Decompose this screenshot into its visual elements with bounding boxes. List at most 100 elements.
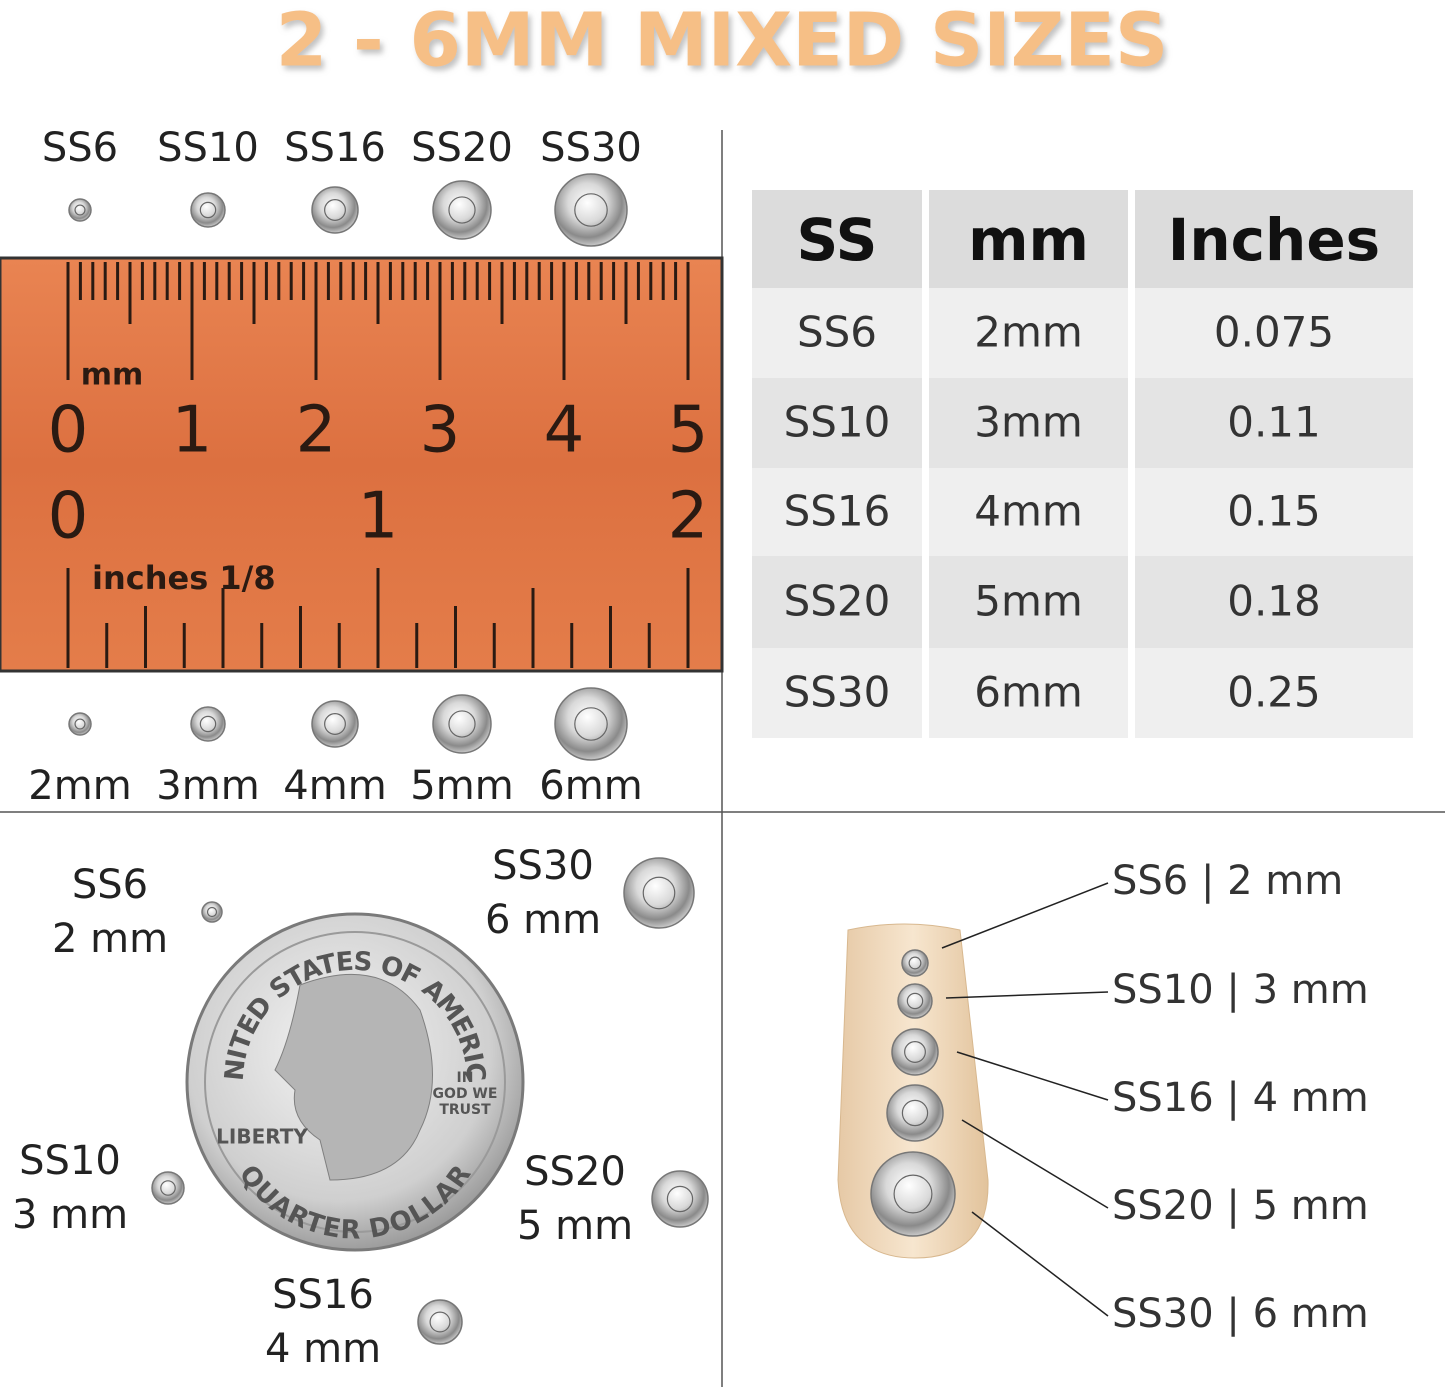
size-label: 2 mm	[52, 916, 168, 962]
rhinestone	[190, 192, 226, 228]
table-cell	[1135, 648, 1413, 738]
rhinestone-facet	[199, 201, 217, 219]
coin-inscription: IN	[457, 1070, 474, 1086]
ruler-number: 0	[48, 394, 89, 468]
table-cell	[752, 556, 922, 648]
table-cell-text: 0.11	[1227, 398, 1321, 447]
rhinestone-facet	[574, 707, 608, 741]
ruler-number: 3	[420, 394, 461, 468]
table-cell-text: 0.18	[1227, 577, 1321, 626]
rhinestone-facet	[206, 906, 218, 918]
leader-line	[945, 991, 1109, 999]
table-cell	[929, 468, 1128, 556]
size-label: SS10	[19, 1138, 121, 1184]
leader-line	[971, 1211, 1109, 1317]
ruler-number: 2	[668, 480, 709, 554]
ruler-number: 0	[48, 480, 89, 554]
leader-line	[941, 882, 1109, 949]
rhinestone-facet	[642, 876, 676, 910]
table-cell	[1135, 556, 1413, 648]
leader-line	[956, 1051, 1109, 1101]
rhinestone-facet	[324, 199, 346, 221]
rhinestone	[651, 1170, 709, 1228]
rhinestone	[311, 186, 359, 234]
table-header-cell	[1135, 190, 1413, 288]
rhinestone-facet	[901, 1099, 929, 1127]
table-cell-text: 2mm	[974, 308, 1083, 357]
table-cell-text: 0.075	[1214, 308, 1334, 357]
table-header-cell	[752, 190, 922, 288]
size-label: 6 mm	[485, 897, 601, 943]
rhinestone	[623, 857, 695, 929]
size-label: 5mm	[410, 763, 513, 809]
size-label: SS10 | 3 mm	[1112, 967, 1369, 1013]
rhinestone	[897, 983, 933, 1019]
rhinestone	[891, 1028, 939, 1076]
rhinestone	[886, 1084, 944, 1142]
ruler-number: 2	[296, 394, 337, 468]
size-label: 4mm	[283, 763, 386, 809]
rhinestone-facet	[908, 956, 922, 970]
table-cell	[929, 378, 1128, 468]
title: 2 - 6MM MIXED SIZES	[276, 0, 1169, 84]
table-cell-text: 3mm	[974, 398, 1083, 447]
rhinestone-facet	[893, 1174, 933, 1214]
size-label: SS20 | 5 mm	[1112, 1183, 1369, 1229]
size-label: SS16	[272, 1272, 374, 1318]
ruler	[0, 256, 724, 673]
rhinestone-facet	[906, 992, 924, 1010]
table-header-cell	[929, 190, 1128, 288]
table-header: Inches	[1168, 206, 1380, 274]
table-cell-text: 6mm	[974, 668, 1083, 717]
size-label: SS10	[157, 125, 259, 171]
coin-inscription: LIBERTY	[216, 1125, 308, 1149]
rhinestone-facet	[574, 193, 608, 227]
rhinestone	[901, 949, 929, 977]
size-label: SS6	[72, 862, 148, 908]
table-cell	[929, 648, 1128, 738]
table-cell-text: SS20	[784, 577, 891, 626]
table-cell-text: SS30	[784, 668, 891, 717]
rhinestone	[311, 700, 359, 748]
size-label: 3mm	[156, 763, 259, 809]
table-cell	[1135, 468, 1413, 556]
ruler-number: 1	[172, 394, 213, 468]
rhinestone	[870, 1151, 956, 1237]
size-label: SS16 | 4 mm	[1112, 1075, 1369, 1121]
size-label: SS20	[524, 1149, 626, 1195]
size-label: 4 mm	[265, 1326, 381, 1372]
rhinestone	[432, 180, 492, 240]
rhinestone	[554, 687, 628, 761]
ruler-number: 1	[358, 480, 399, 554]
table-cell-text: SS16	[784, 487, 891, 536]
size-label: SS6 | 2 mm	[1112, 858, 1343, 904]
table-cell-text: 4mm	[974, 487, 1083, 536]
ruler-number: 5	[668, 394, 709, 468]
rhinestone-facet	[904, 1041, 926, 1063]
table-cell	[752, 288, 922, 378]
rhinestone-facet	[199, 715, 217, 733]
size-label: SS30 | 6 mm	[1112, 1291, 1369, 1337]
table-cell-text: 0.25	[1227, 668, 1321, 717]
rhinestone	[432, 694, 492, 754]
rhinestone-facet	[160, 1180, 176, 1196]
rhinestone-facet	[448, 710, 476, 738]
rhinestone	[554, 173, 628, 247]
size-label: 2mm	[28, 763, 131, 809]
coin-rim	[204, 931, 506, 1233]
rhinestone-facet	[666, 1185, 694, 1213]
table-cell	[752, 648, 922, 738]
rhinestone-facet	[448, 196, 476, 224]
rhinestone	[201, 901, 223, 923]
rhinestone	[417, 1299, 463, 1345]
rhinestone	[151, 1171, 185, 1205]
rhinestone	[190, 706, 226, 742]
size-label: 3 mm	[12, 1192, 128, 1238]
size-label: 6mm	[539, 763, 642, 809]
size-label: SS30	[540, 125, 642, 171]
rhinestone-facet	[324, 713, 346, 735]
table-header: mm	[968, 206, 1089, 274]
table-cell	[1135, 378, 1413, 468]
